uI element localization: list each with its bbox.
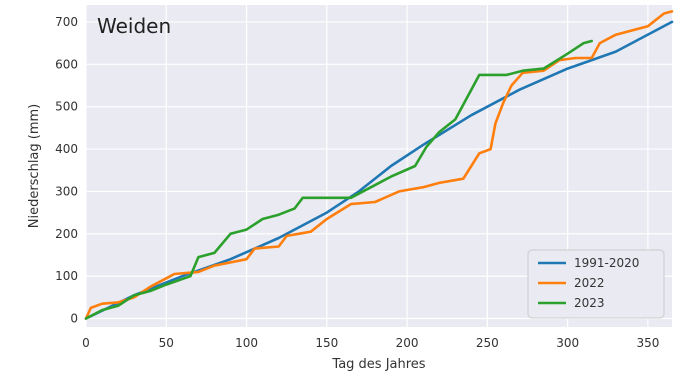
- chart-title: Weiden: [97, 14, 171, 38]
- x-tick-label: 150: [315, 336, 338, 350]
- legend-label-1991-2020: 1991-2020: [574, 256, 639, 270]
- y-axis-label: Niederschlag (mm): [27, 104, 42, 229]
- y-tick-label: 300: [55, 184, 78, 198]
- x-tick-label: 200: [396, 336, 419, 350]
- legend: 1991-2020 2022 2023: [527, 249, 665, 319]
- y-tick-labels: 0 100 200 300 400 500 600 700: [55, 15, 78, 326]
- series-layer: [84, 10, 674, 320]
- y-tick-label: 100: [55, 269, 78, 283]
- x-tick-label: 300: [556, 336, 579, 350]
- legend-box: [527, 249, 665, 319]
- legend-label-2022: 2022: [574, 276, 605, 290]
- y-tick-label: 500: [55, 100, 78, 114]
- x-tick-label: 50: [159, 336, 174, 350]
- legend-label-2023: 2023: [574, 296, 605, 310]
- x-tick-label: 100: [235, 336, 258, 350]
- series-line-2023: [84, 39, 593, 320]
- y-tick-label: 600: [55, 57, 78, 71]
- x-axis-label: Tag des Jahres: [331, 357, 425, 372]
- y-tick-label: 700: [55, 15, 78, 29]
- series-line-2022: [84, 10, 674, 320]
- x-tick-label: 350: [636, 336, 659, 350]
- y-tick-label: 0: [70, 312, 78, 326]
- x-tick-label: 0: [82, 336, 90, 350]
- x-tick-labels: 0 50 100 150 200 250 300 350: [82, 336, 659, 350]
- y-tick-label: 200: [55, 227, 78, 241]
- x-tick-label: 250: [476, 336, 499, 350]
- y-tick-label: 400: [55, 142, 78, 156]
